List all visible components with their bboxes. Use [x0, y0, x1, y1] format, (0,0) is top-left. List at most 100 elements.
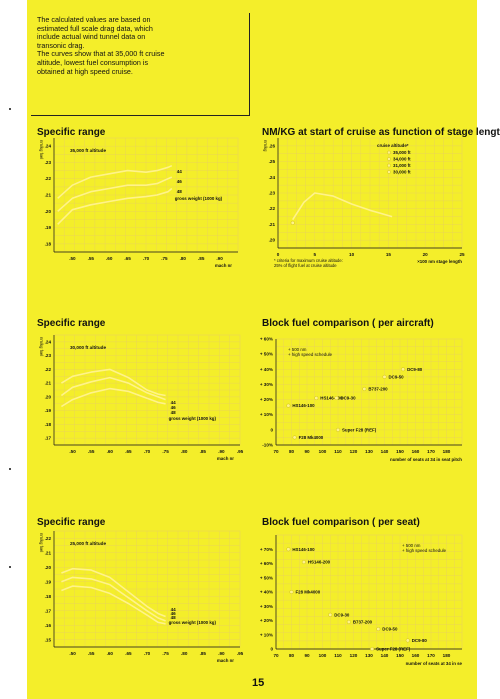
bf2-point-label: B737-200 — [353, 620, 373, 625]
bf1-x-tick-label: 100 — [319, 449, 327, 454]
bf1-point — [292, 435, 297, 440]
nmkg-x-tick-label: 15 — [386, 252, 392, 257]
bf2-point — [328, 612, 333, 617]
page-number: 15 — [252, 677, 265, 689]
bf1-y-tick-label: + 20% — [260, 397, 273, 402]
sr1-y-tick-label: .23 — [45, 160, 52, 165]
bf1-y-tick-label: + 40% — [260, 367, 273, 372]
sr3-x-tick-label: .90 — [218, 651, 225, 656]
bf1-point — [382, 374, 387, 379]
sr1-altitude-annotation: 35,000 ft altitude — [70, 148, 106, 153]
bf1-point-label: F28 Mk4000 — [299, 435, 324, 440]
sr2-x-tick-label: .80 — [181, 449, 188, 454]
nmkg-footnote: 25% of flight fuel at cruise altitude — [274, 263, 337, 268]
sr1-series-44 — [57, 164, 173, 199]
bf1-x-tick-label: 110 — [334, 449, 342, 454]
nmkg-legend-marker — [387, 157, 391, 161]
sr2-y-tick-label: .24 — [45, 339, 52, 344]
sr3-y-tick-label: .17 — [45, 608, 52, 613]
bf1-y-tick-label: 0 — [270, 427, 273, 432]
chart-title-block-fuel-seat: Block fuel comparison ( per seat) — [262, 517, 420, 528]
bf1-x-tick-label: 150 — [396, 449, 404, 454]
sr1-series-46 — [57, 176, 173, 212]
sr1-x-tick-label: .70 — [143, 256, 150, 261]
chart-title-nmkg: NM/KG at start of cruise as function of … — [262, 127, 500, 138]
sr3-series-46 — [61, 576, 166, 622]
margin-mark — [9, 566, 11, 568]
sr2-series-label-48: 48 — [171, 410, 177, 415]
sr2-series-label-46: 46 — [171, 405, 177, 410]
bf2-x-tick-label: 150 — [396, 653, 404, 658]
bf2-y-tick-label: 0 — [270, 647, 273, 652]
bf2-x-tick-label: 120 — [350, 653, 358, 658]
bf1-x-label: number of seats at 34 in seat pitch — [390, 457, 462, 462]
nmkg-legend-entry: 30,000 ft — [393, 170, 411, 175]
sr1-x-tick-label: .50 — [69, 256, 76, 261]
sr2-x-tick-label: .55 — [88, 449, 95, 454]
sr1-x-tick-label: .85 — [198, 256, 205, 261]
bf2-x-tick-label: 140 — [381, 653, 389, 658]
sr2-y-tick-label: .18 — [45, 422, 52, 427]
sr2-x-label: mach nr — [217, 456, 234, 461]
bf2-y-tick-label: + 50% — [260, 575, 273, 580]
sr3-y-tick-label: .19 — [45, 579, 52, 584]
nmkg-y-label: nm/kg — [263, 140, 268, 152]
bf1-x-tick-label: 180 — [443, 449, 451, 454]
sr1-x-tick-label: .90 — [216, 256, 223, 261]
sr3-y-tick-label: .22 — [45, 536, 52, 541]
bf2-annotation: + 500 nm — [402, 543, 421, 548]
sr2-y-tick-label: .20 — [45, 394, 52, 399]
bf1-point-label: HS146-200 — [320, 396, 343, 401]
sr2-x-tick-label: .95 — [237, 449, 244, 454]
sr1-y-tick-label: .19 — [45, 225, 52, 230]
bf1-x-tick-label: 90 — [304, 449, 310, 454]
bf2-point-label: DC9-50 — [382, 627, 398, 632]
bf1-x-tick-label: 80 — [289, 449, 295, 454]
sr3-x-tick-label: .55 — [88, 651, 95, 656]
sr3-series-label-46: 46 — [171, 611, 177, 616]
sr1-x-label: mach nr — [215, 263, 232, 268]
sr3-series-44 — [61, 567, 166, 618]
sr1-series-label-44: 44 — [177, 169, 183, 174]
sr1-y-tick-label: .21 — [45, 193, 52, 198]
nmkg-x-label: ×100 nm stage length — [417, 259, 462, 264]
sr1-y-tick-label: .24 — [45, 144, 52, 149]
nmkg-legend-marker — [387, 170, 391, 174]
bf1-x-tick-label: 130 — [365, 449, 373, 454]
bf2-y-tick-label: + 30% — [260, 604, 273, 609]
sr1-x-tick-label: .55 — [88, 256, 95, 261]
nmkg-legend-entry: 31,000 ft — [393, 163, 411, 168]
nmkg-y-tick-label: .25 — [269, 159, 276, 164]
bf2-point — [289, 590, 294, 595]
bf1-point — [314, 396, 319, 401]
sr2-altitude-annotation: 30,000 ft altitude — [70, 345, 106, 350]
bf2-x-tick-label: 90 — [304, 653, 310, 658]
nmkg-x-tick-label: 20 — [423, 252, 429, 257]
nmkg-legend-title: cruise altitude* — [377, 143, 409, 148]
sr1-x-tick-label: .75 — [161, 256, 168, 261]
bf2-point — [405, 638, 410, 643]
intro-text: The calculated values are based on estim… — [37, 15, 165, 76]
bf2-point-label: DC9-30 — [334, 612, 350, 617]
sr1-x-tick-label: .80 — [180, 256, 187, 261]
bf1-point-label: DC9-50 — [389, 374, 405, 379]
sr1-series-label-48: 48 — [177, 189, 183, 194]
bf1-annotation: + high speed schedule — [288, 352, 333, 357]
sr2-series-44 — [60, 368, 166, 397]
bf1-point-label: DC9-30 — [340, 396, 356, 401]
bf2-x-tick-label: 170 — [427, 653, 435, 658]
bf1-point — [286, 403, 291, 408]
bf1-x-tick-label: 70 — [273, 449, 279, 454]
sr2-series-48 — [60, 387, 166, 408]
nmkg-y-tick-label: .23 — [269, 191, 276, 196]
sr3-x-tick-label: .70 — [144, 651, 151, 656]
sr2-x-tick-label: .50 — [69, 449, 76, 454]
bf1-x-tick-label: 120 — [350, 449, 358, 454]
bf1-y-tick-label: -10% — [262, 443, 273, 448]
sr3-x-tick-label: .60 — [107, 651, 114, 656]
bf1-y-tick-label: + 50% — [260, 352, 273, 357]
sr3-y-tick-label: .20 — [45, 565, 52, 570]
sr3-x-tick-label: .85 — [200, 651, 207, 656]
margin-mark — [9, 108, 11, 110]
